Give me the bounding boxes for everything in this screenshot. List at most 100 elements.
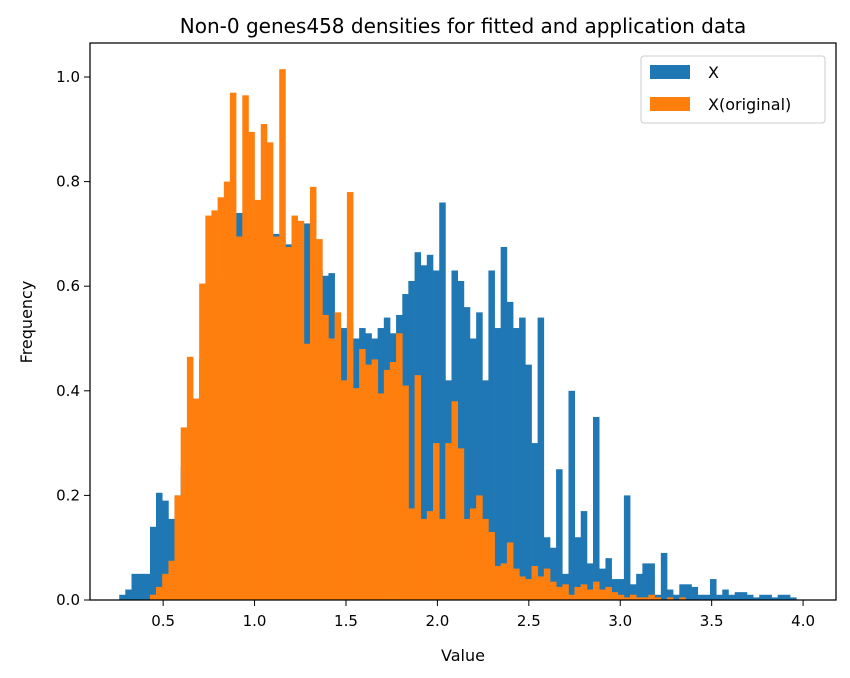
bar-series0-107 bbox=[777, 594, 785, 600]
bar-series0-76 bbox=[586, 563, 594, 600]
x-tick-label: 2.0 bbox=[425, 612, 449, 630]
bar-series1-58 bbox=[506, 542, 514, 600]
bar-series0-82 bbox=[623, 495, 631, 600]
bar-series1-75 bbox=[611, 592, 618, 600]
bar-series0-8 bbox=[168, 518, 175, 600]
bar-series1-65 bbox=[550, 581, 557, 600]
bar-series1-32 bbox=[346, 192, 354, 600]
series-1-bars bbox=[149, 69, 686, 601]
chart-title: Non-0 genes458 densities for fitted and … bbox=[180, 14, 746, 38]
y-tick-label: 1.0 bbox=[56, 68, 80, 86]
bar-series1-49 bbox=[451, 401, 458, 600]
bar-series1-52 bbox=[469, 508, 477, 600]
bar-series1-36 bbox=[371, 359, 379, 600]
bar-series1-17 bbox=[254, 199, 262, 600]
bar-series1-39 bbox=[389, 362, 397, 600]
bar-series1-7 bbox=[192, 398, 200, 600]
bar-series1-60 bbox=[519, 576, 526, 600]
y-tick-label: 0.2 bbox=[56, 486, 80, 504]
bar-series1-34 bbox=[359, 348, 366, 600]
bar-series0-49 bbox=[420, 265, 428, 600]
bar-series0-96 bbox=[710, 579, 717, 600]
bar-series1-14 bbox=[236, 236, 243, 600]
bar-series0-67 bbox=[531, 443, 539, 600]
bar-series1-50 bbox=[457, 448, 465, 600]
bar-series0-81 bbox=[617, 579, 625, 600]
x-axis-ticks: 0.5 1.0 1.5 2.0 2.5 3.0 3.5 4.0 bbox=[151, 600, 815, 630]
bar-series1-16 bbox=[248, 131, 255, 600]
bar-series0-59 bbox=[482, 380, 489, 600]
bar-series0-68 bbox=[537, 317, 545, 600]
bar-series0-104 bbox=[759, 594, 766, 600]
bar-series0-6 bbox=[156, 492, 163, 600]
bar-series1-9 bbox=[205, 215, 212, 600]
plot-area bbox=[119, 69, 797, 601]
bar-series0-89 bbox=[666, 589, 674, 600]
bar-series0-105 bbox=[765, 594, 772, 600]
bar-series1-80 bbox=[642, 597, 649, 600]
bar-series1-43 bbox=[414, 375, 422, 600]
bar-series0-80 bbox=[611, 579, 618, 600]
bar-series0-50 bbox=[426, 254, 434, 600]
bar-series1-77 bbox=[623, 597, 631, 600]
bar-series0-99 bbox=[728, 594, 735, 600]
bar-series1-86 bbox=[679, 597, 686, 600]
bar-series1-61 bbox=[525, 579, 532, 600]
y-tick-label: 0.4 bbox=[56, 382, 80, 400]
bar-series0-62 bbox=[500, 246, 508, 600]
bar-series0-108 bbox=[783, 594, 791, 600]
bar-series1-47 bbox=[439, 518, 446, 600]
x-tick-label: 1.5 bbox=[334, 612, 358, 630]
bar-series1-84 bbox=[666, 597, 674, 600]
bar-series1-79 bbox=[636, 597, 643, 600]
bar-series0-55 bbox=[457, 280, 465, 600]
legend-label-x: X bbox=[708, 63, 719, 82]
bar-series1-25 bbox=[303, 343, 311, 600]
bar-series1-81 bbox=[648, 594, 655, 600]
bar-series1-5 bbox=[180, 427, 188, 600]
bar-series1-70 bbox=[580, 584, 588, 600]
bar-series1-4 bbox=[174, 495, 181, 600]
bar-series1-56 bbox=[494, 566, 502, 600]
legend-label-x-original: X(original) bbox=[708, 95, 791, 114]
bar-series1-2 bbox=[162, 573, 169, 600]
bar-series0-86 bbox=[648, 563, 655, 600]
bar-series0-5 bbox=[149, 526, 157, 600]
bar-series1-10 bbox=[211, 210, 218, 601]
bar-series1-22 bbox=[285, 246, 292, 600]
bar-series1-57 bbox=[500, 563, 508, 600]
bar-series0-103 bbox=[753, 597, 760, 600]
x-tick-label: 2.5 bbox=[517, 612, 541, 630]
bar-series0-79 bbox=[605, 558, 612, 600]
bar-series0-57 bbox=[469, 338, 477, 600]
bar-series1-67 bbox=[562, 584, 569, 600]
y-tick-label: 0.6 bbox=[56, 277, 80, 295]
legend-swatch-x-original bbox=[650, 97, 690, 111]
bar-series1-72 bbox=[593, 581, 600, 600]
bar-series0-47 bbox=[408, 280, 415, 600]
bar-series1-38 bbox=[383, 369, 391, 600]
bar-series1-21 bbox=[279, 69, 286, 600]
bar-series1-59 bbox=[513, 568, 520, 600]
bar-series0-65 bbox=[519, 317, 526, 600]
bar-series0-90 bbox=[673, 594, 680, 600]
bar-series0-1 bbox=[125, 589, 132, 600]
bar-series0-71 bbox=[556, 469, 563, 600]
bar-series1-40 bbox=[396, 333, 403, 600]
bar-series0-66 bbox=[525, 364, 532, 600]
x-tick-label: 4.0 bbox=[791, 612, 815, 630]
bar-series1-45 bbox=[426, 511, 434, 600]
bar-series0-97 bbox=[716, 594, 723, 600]
bar-series1-35 bbox=[365, 364, 372, 600]
bar-series0-58 bbox=[476, 312, 483, 600]
legend-swatch-x bbox=[650, 65, 690, 79]
bar-series0-7 bbox=[162, 500, 169, 600]
bar-series1-19 bbox=[266, 142, 274, 600]
bar-series1-15 bbox=[242, 95, 249, 601]
bar-series1-68 bbox=[568, 594, 576, 600]
bar-series0-109 bbox=[790, 597, 797, 600]
bar-series1-63 bbox=[537, 576, 545, 600]
bar-series1-0 bbox=[149, 594, 157, 600]
bar-series1-62 bbox=[531, 566, 539, 600]
